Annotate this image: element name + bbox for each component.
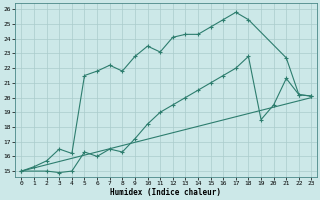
X-axis label: Humidex (Indice chaleur): Humidex (Indice chaleur)	[110, 188, 221, 197]
